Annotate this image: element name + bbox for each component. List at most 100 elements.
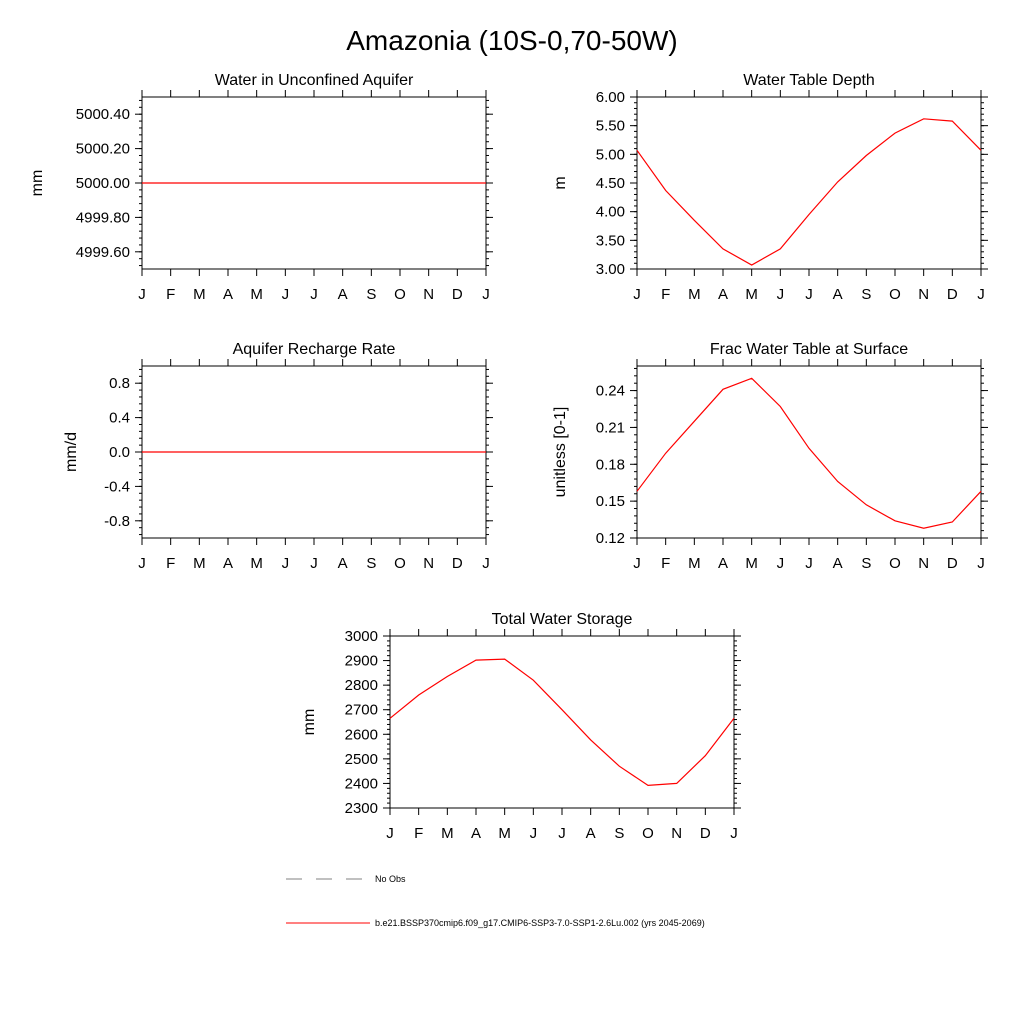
x-tick-label: M (745, 286, 758, 303)
panel-title: Frac Water Table at Surface (710, 341, 908, 358)
y-tick-label: 0.8 (109, 375, 130, 392)
x-tick-label: N (918, 286, 929, 303)
series-line (636, 118, 982, 266)
x-tick-label: D (452, 555, 463, 572)
y-tick-label: 4.00 (596, 204, 625, 221)
x-tick-label: O (394, 286, 406, 303)
y-axis-label: unitless [0-1] (552, 407, 569, 498)
x-tick-label: N (423, 555, 434, 572)
y-tick-label: 3000 (345, 628, 378, 645)
y-tick-label: 2400 (345, 775, 378, 792)
y-tick-label: 6.00 (596, 89, 625, 106)
y-axis-label: mm/d (63, 432, 80, 472)
y-axis-label: mm (29, 170, 46, 197)
x-tick-label: S (861, 286, 871, 303)
x-tick-label: F (166, 286, 175, 303)
y-tick-label: 4.50 (596, 175, 625, 192)
x-tick-label: O (889, 555, 901, 572)
x-tick-label: D (452, 286, 463, 303)
y-tick-label: 0.21 (596, 419, 625, 436)
y-tick-label: 2800 (345, 677, 378, 694)
x-tick-label: O (889, 286, 901, 303)
x-tick-label: S (366, 555, 376, 572)
x-tick-label: J (805, 555, 813, 572)
x-tick-label: J (977, 555, 985, 572)
y-tick-label: 5.00 (596, 146, 625, 163)
x-tick-label: J (386, 825, 394, 842)
x-tick-label: M (688, 555, 701, 572)
x-tick-label: M (498, 825, 511, 842)
x-tick-label: J (310, 555, 318, 572)
series-line (389, 658, 735, 787)
y-tick-label: 2600 (345, 726, 378, 743)
x-tick-label: M (688, 286, 701, 303)
x-tick-label: J (482, 286, 490, 303)
y-tick-label: -0.4 (104, 478, 130, 495)
x-tick-label: J (282, 555, 290, 572)
x-tick-label: M (193, 286, 206, 303)
y-axis-label: mm (301, 709, 318, 736)
y-tick-label: 3.50 (596, 232, 625, 249)
x-tick-label: J (138, 555, 146, 572)
x-tick-label: F (166, 555, 175, 572)
y-tick-label: 4999.80 (76, 209, 130, 226)
x-tick-label: A (223, 286, 233, 303)
x-tick-label: J (633, 555, 641, 572)
x-tick-label: N (423, 286, 434, 303)
y-tick-label: 0.4 (109, 410, 130, 427)
x-tick-label: J (482, 555, 490, 572)
x-tick-label: F (661, 555, 670, 572)
y-tick-label: 0.24 (596, 383, 625, 400)
y-tick-label: 5.50 (596, 118, 625, 135)
x-tick-label: D (700, 825, 711, 842)
x-tick-label: F (661, 286, 670, 303)
y-tick-label: -0.8 (104, 513, 130, 530)
y-tick-label: 2700 (345, 702, 378, 719)
plot-frame (389, 635, 735, 809)
x-tick-label: J (777, 555, 785, 572)
y-axis-label: m (552, 176, 569, 189)
y-tick-label: 5000.00 (76, 175, 130, 192)
y-tick-label: 2500 (345, 751, 378, 768)
x-tick-label: J (633, 286, 641, 303)
x-tick-label: A (338, 555, 348, 572)
x-tick-label: A (338, 286, 348, 303)
x-tick-label: A (833, 286, 843, 303)
legend: No Obs b.e21.BSSP370cmip6.f09_g17.CMIP6-… (286, 874, 705, 928)
y-tick-label: 5000.20 (76, 141, 130, 158)
x-tick-label: D (947, 555, 958, 572)
x-tick-label: J (530, 825, 538, 842)
plot-frame (636, 96, 982, 270)
x-tick-label: D (947, 286, 958, 303)
panel-title: Water Table Depth (743, 72, 875, 89)
panel-title: Aquifer Recharge Rate (233, 341, 396, 358)
y-tick-label: 4999.60 (76, 244, 130, 261)
panel-title: Water in Unconfined Aquifer (215, 72, 414, 89)
y-tick-label: 3.00 (596, 261, 625, 278)
panel-title: Total Water Storage (492, 611, 633, 628)
x-tick-label: J (730, 825, 738, 842)
x-tick-label: N (918, 555, 929, 572)
x-tick-label: M (193, 555, 206, 572)
series-line (636, 377, 982, 529)
x-tick-label: S (614, 825, 624, 842)
legend-obs-label: No Obs (375, 874, 406, 884)
x-tick-label: A (833, 555, 843, 572)
x-tick-label: F (414, 825, 423, 842)
x-tick-label: J (310, 286, 318, 303)
x-tick-label: O (394, 555, 406, 572)
y-tick-label: 0.0 (109, 444, 130, 461)
x-tick-label: N (671, 825, 682, 842)
x-tick-label: J (138, 286, 146, 303)
x-tick-label: M (441, 825, 454, 842)
legend-model-label: b.e21.BSSP370cmip6.f09_g17.CMIP6-SSP3-7.… (375, 918, 705, 928)
y-tick-label: 0.15 (596, 493, 625, 510)
x-tick-label: J (282, 286, 290, 303)
y-tick-label: 5000.40 (76, 106, 130, 123)
